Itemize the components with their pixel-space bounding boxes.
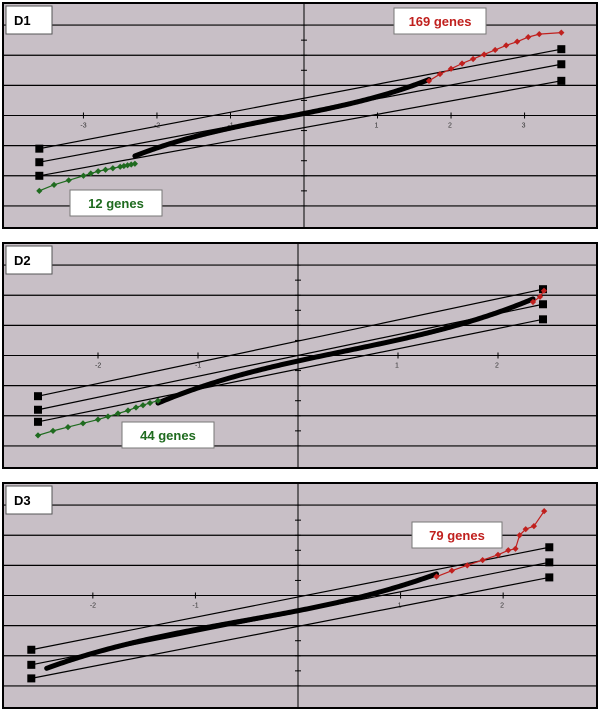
panel-label: D2 — [14, 253, 31, 268]
envelope-end-marker — [545, 543, 554, 552]
high-outlier-point — [514, 38, 521, 45]
envelope-end-marker — [35, 144, 44, 153]
x-tick-label: -3 — [80, 123, 86, 130]
normal-genes-points — [44, 571, 439, 671]
envelope-end-marker — [557, 60, 566, 69]
x-tick-label: 2 — [448, 123, 452, 130]
low-outlier-point — [124, 407, 132, 414]
qq-plot-d2: -2 -1 1 2 D2 44 genes — [2, 242, 598, 469]
callout-box — [411, 521, 503, 549]
panel-label-box — [5, 245, 53, 275]
envelope-end-marker — [27, 674, 36, 683]
x-tick-label: -1 — [192, 603, 198, 610]
envelope-end-marker — [557, 45, 566, 54]
envelope-end-marker — [35, 158, 44, 167]
envelope-end-marker — [557, 76, 566, 85]
low-outlier-point — [87, 170, 94, 177]
envelope-end-marker — [34, 417, 42, 426]
panel-frame — [2, 482, 598, 709]
panel-label: D1 — [14, 13, 31, 28]
panel-label-box — [5, 5, 53, 35]
panel-label: D3 — [14, 493, 31, 508]
qq-plot-panel-d3: -2 -1 1 2 D3 79 genes — [2, 482, 598, 709]
callout-label: 12 genes — [88, 196, 144, 211]
high-outlier-point — [558, 29, 565, 36]
x-tick-label: 3 — [522, 123, 526, 130]
low-outlier-point — [132, 404, 140, 411]
panel-label-box — [5, 485, 53, 515]
envelope-end-marker — [35, 171, 44, 180]
envelope-end-marker — [545, 573, 554, 582]
x-tick-label: -1 — [195, 363, 201, 370]
envelope-line — [39, 80, 562, 177]
callout-label: 44 genes — [140, 428, 196, 443]
envelope-line — [37, 288, 544, 397]
panel-frame — [2, 2, 598, 229]
x-tick-label: -2 — [95, 363, 101, 370]
x-tick-label: 2 — [500, 603, 504, 610]
low-outlier-point — [50, 181, 58, 188]
x-tick-label: -2 — [90, 603, 96, 610]
x-tick-label: 2 — [495, 363, 499, 370]
normal-genes-points — [132, 77, 432, 159]
x-tick-label: 1 — [375, 123, 379, 130]
envelope-end-marker — [34, 405, 42, 414]
low-outlier-point — [49, 427, 57, 434]
envelope-line — [31, 576, 550, 679]
callout-label: 79 genes — [429, 528, 485, 543]
low-outlier-point — [139, 402, 147, 409]
envelope-end-marker — [27, 645, 36, 654]
qq-plot-panel-d2: -2 -1 1 2 D2 44 genes — [2, 242, 598, 469]
envelope-line — [39, 48, 562, 150]
envelope-end-marker — [539, 300, 547, 309]
panel-frame — [2, 242, 598, 469]
low-outlier-point — [109, 165, 116, 172]
low-outlier-point — [80, 172, 87, 179]
low-outlier-point — [102, 166, 109, 173]
x-tick-label: 1 — [395, 363, 399, 370]
envelope-line — [31, 546, 550, 651]
low-outlier-point — [65, 177, 72, 184]
low-outlier-point — [36, 187, 43, 194]
callout-box — [69, 189, 163, 217]
envelope-end-marker — [34, 392, 42, 401]
low-outlier-point — [114, 410, 122, 417]
low-outlier-point — [95, 168, 102, 175]
callout-box — [121, 421, 215, 449]
envelope-line — [37, 303, 544, 411]
callout-box — [393, 7, 487, 35]
envelope-end-marker — [545, 558, 554, 567]
qq-plot-panel-d1: -3 -2 -1 1 2 3 D1 169 genes 12 genes — [2, 2, 598, 229]
normal-genes-points — [155, 296, 536, 406]
envelope-line — [37, 318, 544, 423]
callout-label: 169 genes — [409, 14, 472, 29]
envelope-end-marker — [27, 660, 36, 669]
low-outlier-point — [34, 432, 42, 439]
envelope-end-marker — [539, 315, 547, 324]
